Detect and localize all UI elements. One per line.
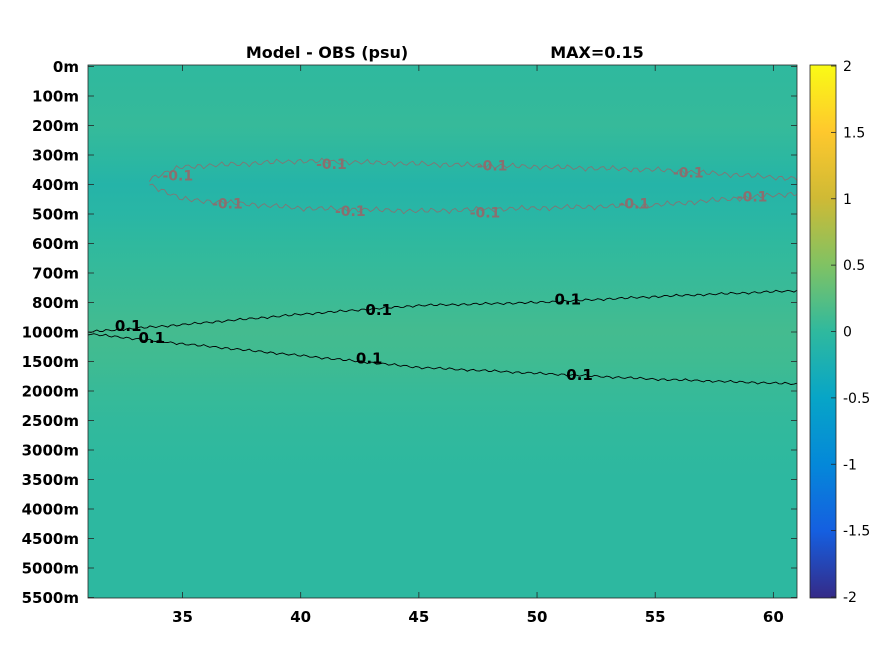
y-tick-label: 1000m [22, 324, 79, 342]
y-tick-label: 700m [32, 265, 79, 283]
y-tick-label: 3000m [22, 442, 79, 460]
y-tick-label: 5000m [22, 560, 79, 578]
contour-label: -0.1 [316, 157, 347, 173]
y-tick-label: 4500m [22, 530, 79, 548]
contour-layer [87, 157, 798, 385]
y-tick-label: 2500m [22, 412, 79, 430]
y-tick-label: 600m [32, 235, 79, 253]
plot-frame [87, 64, 798, 599]
colorbar-tick-label: -1 [843, 457, 857, 473]
y-tick-label: 5500m [22, 589, 79, 607]
x-tick-label: 55 [645, 608, 666, 626]
x-tick-label: 45 [408, 608, 429, 626]
colorbar-tick-label: 0.5 [843, 258, 865, 274]
contour-label: -0.1 [737, 189, 768, 205]
contour-label: -0.1 [619, 197, 650, 213]
x-tick-label: 40 [290, 608, 311, 626]
heatmap-field [88, 65, 797, 598]
y-tick-label: 1500m [22, 353, 79, 371]
y-tick-label: 400m [32, 176, 79, 194]
contour-label: -0.1 [162, 169, 193, 185]
colorbar-tick-label: 1.5 [843, 125, 865, 141]
y-tick-label: 800m [32, 294, 79, 312]
y-tick-label: 3500m [22, 471, 79, 489]
contour-label: 0.1 [365, 301, 392, 319]
contour-label-layer: 0.10.10.10.10.10.1-0.1-0.1-0.1-0.1-0.1-0… [115, 157, 768, 384]
chart-title: Model - OBS (psu) [246, 43, 408, 62]
colorbar-tick-label: -0.5 [843, 391, 870, 407]
colorbar: 2 1.5 1 0.5 0 -0.5 -1 -1.5 -2 [809, 59, 870, 606]
contour-label: 0.1 [566, 366, 593, 384]
colorbar-tick-label: 1 [843, 192, 852, 208]
y-tick-label: 4000m [22, 501, 79, 519]
contour-label: 0.1 [115, 317, 142, 335]
contour-label: 0.1 [356, 350, 383, 368]
colorbar-tick-label: -1.5 [843, 524, 870, 540]
contour-line [87, 289, 798, 333]
contour-line [87, 333, 798, 385]
x-tick-label: 50 [527, 608, 548, 626]
y-tick-label: 2000m [22, 383, 79, 401]
contour-label: 0.1 [555, 291, 582, 309]
contour-label: -0.1 [335, 204, 366, 220]
contour-line [149, 157, 798, 182]
x-axis: 35 40 45 50 55 60 [172, 65, 784, 626]
colorbar-tick-label: 0 [843, 325, 852, 341]
x-tick-label: 35 [172, 608, 193, 626]
y-tick-label: 500m [32, 206, 79, 224]
contour-label: -0.1 [673, 166, 704, 182]
chart-subtitle: MAX=0.15 [550, 43, 644, 62]
y-tick-label: 100m [32, 88, 79, 106]
colorbar-axis: 2 1.5 1 0.5 0 -0.5 -1 -1.5 -2 [831, 59, 870, 606]
y-tick-label: 0m [53, 58, 79, 76]
y-axis: 0m 100m 200m 300m 400m 500m 600m 700m 800m 1000m 1… [22, 58, 797, 607]
contour-line [149, 183, 798, 215]
colorbar-tick-label: 2 [843, 59, 852, 75]
contour-label: 0.1 [139, 329, 166, 347]
contour-label: -0.1 [477, 158, 508, 174]
colorbar-tick-label: -2 [843, 590, 857, 606]
y-tick-label: 300m [32, 147, 79, 165]
y-tick-label: 200m [32, 117, 79, 135]
contour-label: -0.1 [212, 197, 243, 213]
x-tick-label: 60 [763, 608, 784, 626]
plot-area: 0.10.10.10.10.10.1-0.1-0.1-0.1-0.1-0.1-0… [87, 64, 798, 599]
contour-label: -0.1 [470, 206, 501, 222]
